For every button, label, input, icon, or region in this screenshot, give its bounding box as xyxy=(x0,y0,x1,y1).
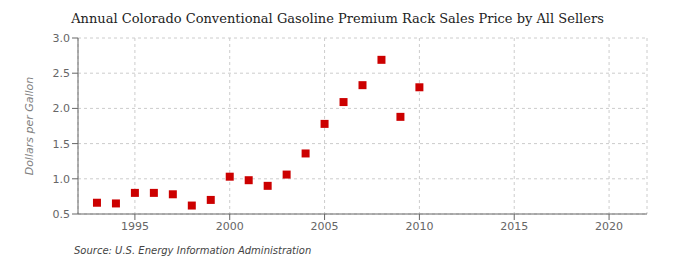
svg-text:1995: 1995 xyxy=(121,220,149,233)
svg-text:1.0: 1.0 xyxy=(53,173,71,186)
svg-text:2.5: 2.5 xyxy=(53,67,71,80)
svg-text:2010: 2010 xyxy=(405,220,433,233)
html-text:Source: U.S. Energy Informatio: Source: U.S. Energy Information Administ… xyxy=(74,245,312,256)
svg-text:3.0: 3.0 xyxy=(53,32,71,45)
svg-text:Dollars per Gallon: Dollars per Gallon xyxy=(23,77,36,176)
svg-text:2005: 2005 xyxy=(311,220,339,233)
html-text:Annual Colorado Conventional G: Annual Colorado Conventional Gasoline Pr… xyxy=(71,11,604,26)
svg-text:0.5: 0.5 xyxy=(53,208,71,221)
svg-text:2015: 2015 xyxy=(500,220,528,233)
svg-text:2.0: 2.0 xyxy=(53,102,71,115)
svg-text:2020: 2020 xyxy=(595,220,623,233)
svg-text:2000: 2000 xyxy=(216,220,244,233)
svg-text:1.5: 1.5 xyxy=(53,138,71,151)
